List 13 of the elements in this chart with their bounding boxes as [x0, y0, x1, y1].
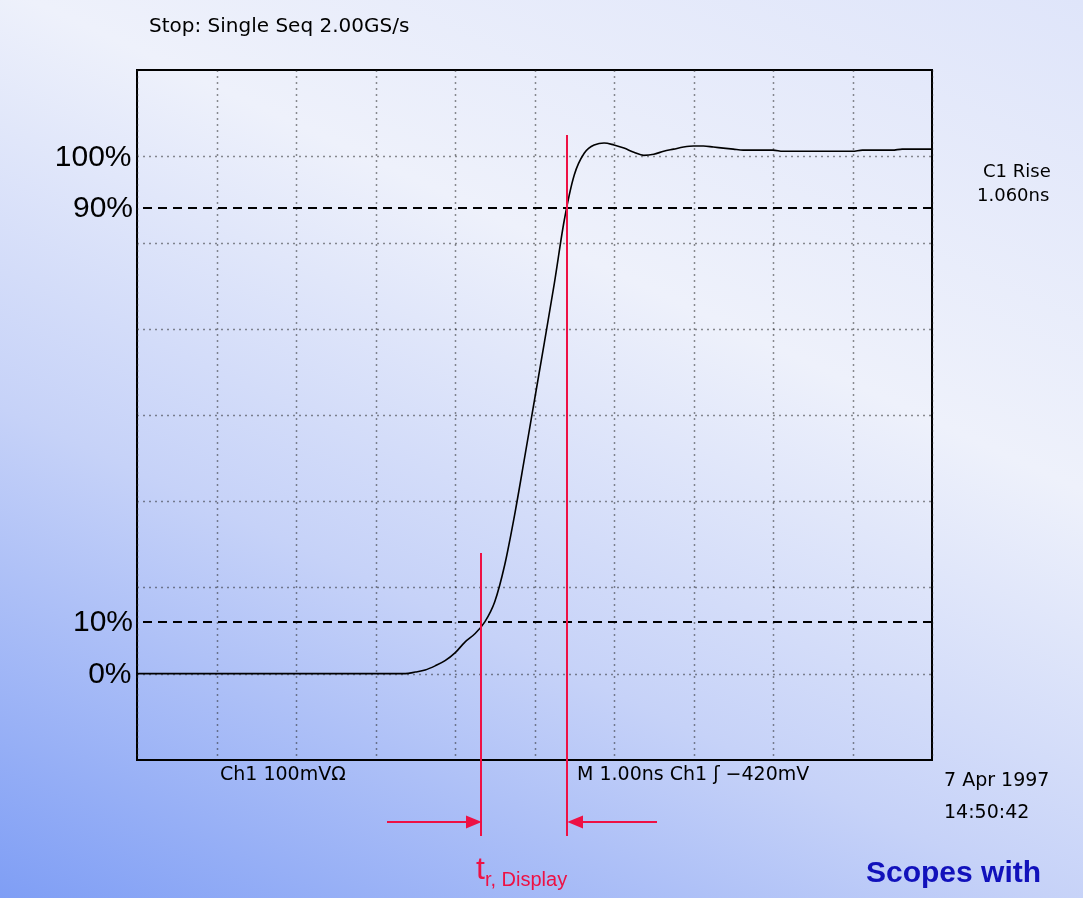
text: Ch1 100mVΩ: [220, 762, 346, 784]
text: M 1.00ns Ch1 ʃ −420mV: [577, 762, 810, 784]
y-tick-label: 100%: [54, 138, 132, 172]
chart-title: Stop: Single Seq 2.00GS/s: [149, 13, 410, 37]
text: 7 Apr 1997: [944, 768, 1050, 790]
text: C1 Rise: [983, 160, 1051, 181]
ref-line-label: 10%: [72, 603, 133, 637]
ref-line-label: 90%: [72, 190, 133, 224]
text: 1.060ns: [977, 184, 1050, 205]
text: Scopes with: [866, 855, 1042, 889]
y-tick-label: 0%: [88, 656, 132, 690]
text: 14:50:42: [944, 800, 1030, 822]
text: t$_{r, Display}$: [476, 850, 568, 892]
